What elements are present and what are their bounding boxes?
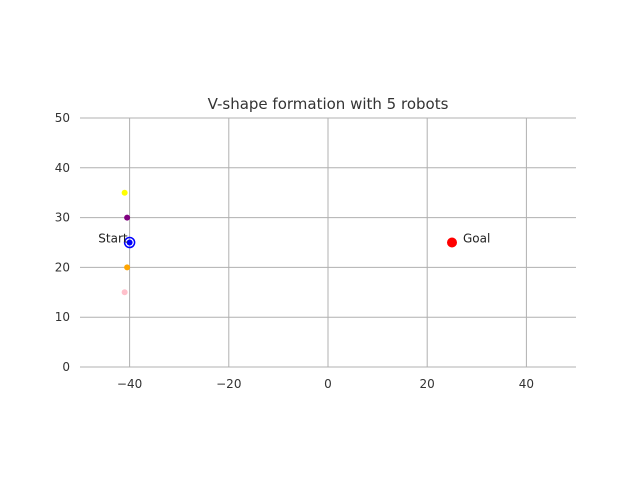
chart-title: V-shape formation with 5 robots xyxy=(208,95,449,113)
x-tick-label: 20 xyxy=(420,377,435,391)
x-tick-label: −20 xyxy=(216,377,241,391)
y-tick-label: 20 xyxy=(55,260,70,274)
x-tick-label: 40 xyxy=(519,377,534,391)
y-tick-label: 50 xyxy=(55,111,70,125)
data-point xyxy=(121,289,128,296)
data-point xyxy=(121,189,128,196)
annotation-label: Start xyxy=(98,232,128,246)
y-axis-ticks: 0 10 20 30 40 50 xyxy=(55,111,70,374)
data-points xyxy=(121,189,457,296)
x-tick-label: −40 xyxy=(117,377,142,391)
data-point xyxy=(124,264,131,271)
y-tick-label: 10 xyxy=(55,310,70,324)
y-tick-label: 40 xyxy=(55,161,70,175)
x-axis-ticks: −40 −20 0 20 40 xyxy=(117,377,534,391)
y-tick-label: 0 xyxy=(62,360,70,374)
data-point xyxy=(447,237,457,248)
y-tick-label: 30 xyxy=(55,211,70,225)
x-tick-label: 0 xyxy=(324,377,332,391)
annotation-label: Goal xyxy=(463,232,490,246)
data-point xyxy=(124,214,131,221)
data-point xyxy=(126,239,133,246)
data-point xyxy=(123,236,136,249)
annotations: Start Goal xyxy=(98,232,490,246)
grid xyxy=(80,117,576,368)
